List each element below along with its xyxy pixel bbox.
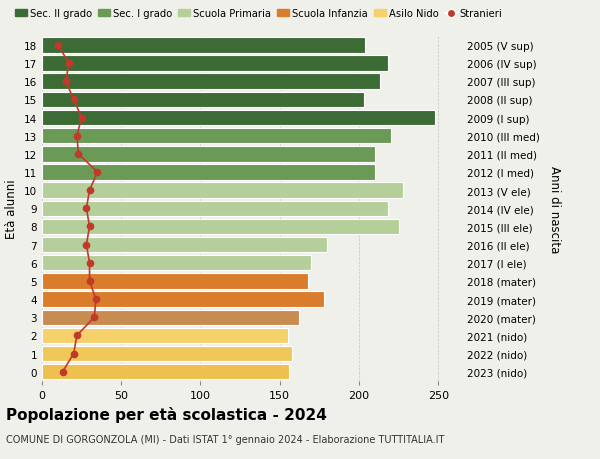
Legend: Sec. II grado, Sec. I grado, Scuola Primaria, Scuola Infanzia, Asilo Nido, Stran: Sec. II grado, Sec. I grado, Scuola Prim… [11, 5, 506, 23]
Bar [42, 92, 364, 108]
Bar [42, 147, 375, 162]
Bar [42, 274, 308, 289]
Y-axis label: Anni di nascita: Anni di nascita [548, 165, 561, 252]
Bar [42, 38, 365, 54]
Bar [42, 256, 311, 271]
Bar [42, 364, 289, 380]
Bar [42, 310, 299, 325]
Bar [42, 219, 398, 235]
Bar [42, 237, 327, 253]
Bar [42, 111, 435, 126]
Bar [42, 183, 403, 198]
Text: Popolazione per età scolastica - 2024: Popolazione per età scolastica - 2024 [6, 406, 327, 422]
Bar [42, 201, 388, 217]
Bar [42, 74, 380, 90]
Bar [42, 165, 375, 180]
Text: COMUNE DI GORGONZOLA (MI) - Dati ISTAT 1° gennaio 2024 - Elaborazione TUTTITALIA: COMUNE DI GORGONZOLA (MI) - Dati ISTAT 1… [6, 434, 445, 444]
Bar [42, 56, 388, 72]
Bar [42, 292, 324, 307]
Bar [42, 346, 292, 362]
Y-axis label: Età alunni: Età alunni [5, 179, 19, 239]
Bar [42, 328, 287, 343]
Bar [42, 129, 391, 144]
